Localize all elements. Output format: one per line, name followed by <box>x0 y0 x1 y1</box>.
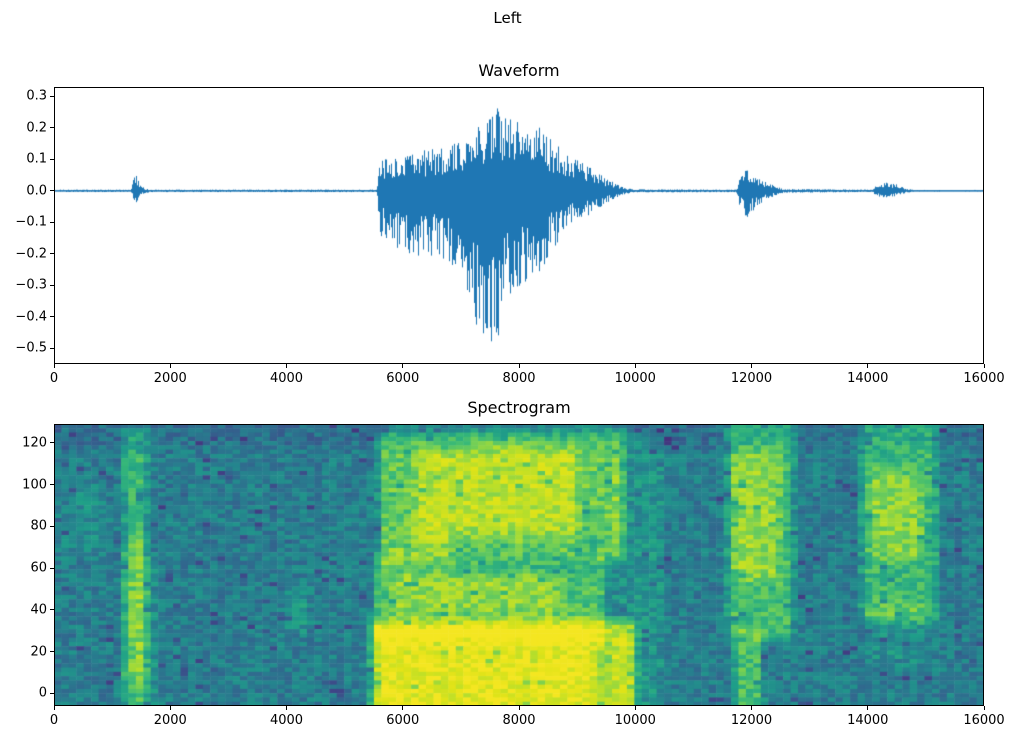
x-tick-label: 2000 <box>153 713 187 728</box>
y-tick-mark <box>50 609 54 611</box>
x-tick-mark <box>169 364 171 368</box>
y-tick-mark <box>50 525 54 527</box>
x-tick-mark <box>53 364 55 368</box>
y-tick-mark <box>50 316 54 318</box>
x-tick-label: 12000 <box>730 713 773 728</box>
x-tick-mark <box>634 364 636 368</box>
y-tick-label: −0.1 <box>15 214 47 230</box>
x-tick-mark <box>751 364 752 368</box>
y-tick-mark <box>50 692 54 694</box>
waveform-plot-area <box>54 87 984 364</box>
x-tick-label: 0 <box>49 371 59 386</box>
y-tick-label: 0.3 <box>26 88 47 104</box>
x-tick-mark <box>867 364 869 368</box>
figure-suptitle: Left <box>493 9 522 27</box>
x-tick-mark <box>983 706 985 710</box>
y-tick-label: 0 <box>38 685 47 701</box>
x-tick-label: 10000 <box>614 713 656 728</box>
waveform-axes: Waveform 0 2000 4000 6000 8000 10000 12000 1400… <box>15 61 1004 386</box>
y-tick-label: 20 <box>30 644 47 660</box>
y-tick-mark <box>50 442 54 444</box>
y-tick-label: −0.2 <box>15 246 47 262</box>
x-tick-mark <box>518 706 520 710</box>
y-tick-mark <box>50 221 54 223</box>
x-tick-label: 16000 <box>963 371 1005 386</box>
x-tick-mark <box>867 706 869 710</box>
x-tick-mark <box>983 364 985 368</box>
x-tick-mark <box>286 706 287 710</box>
x-tick-label: 14000 <box>847 371 889 386</box>
y-tick-mark <box>50 127 54 129</box>
x-tick-mark <box>286 364 287 368</box>
x-tick-label: 8000 <box>502 713 536 728</box>
y-tick-label: 120 <box>22 435 47 451</box>
x-tick-label: 4000 <box>269 371 304 386</box>
x-tick-mark <box>634 706 636 710</box>
y-tick-label: −0.3 <box>15 277 47 293</box>
spectrogram-axes: Spectrogram 0 2000 4000 6000 8000 10000 12000 1… <box>22 398 1005 728</box>
x-tick-label: 4000 <box>269 713 304 728</box>
x-tick-mark <box>53 706 55 710</box>
x-tick-label: 6000 <box>386 713 420 728</box>
x-tick-label: 12000 <box>730 371 773 386</box>
y-tick-mark <box>50 567 54 569</box>
y-tick-mark <box>50 484 54 486</box>
x-tick-label: 16000 <box>963 713 1005 728</box>
x-tick-mark <box>402 706 404 710</box>
y-tick-mark <box>50 651 54 653</box>
x-tick-mark <box>169 706 171 710</box>
y-tick-label: 0.1 <box>26 151 47 167</box>
y-tick-mark <box>50 347 54 349</box>
y-tick-mark <box>50 253 54 255</box>
x-tick-label: 0 <box>49 713 59 728</box>
x-tick-mark <box>518 364 520 368</box>
x-tick-label: 6000 <box>386 371 420 386</box>
x-tick-label: 8000 <box>502 371 536 386</box>
y-tick-label: 0.0 <box>26 183 47 199</box>
y-tick-mark <box>50 95 54 97</box>
x-tick-mark <box>751 706 752 710</box>
y-tick-label: 80 <box>30 518 47 534</box>
waveform-title: Waveform <box>478 61 560 80</box>
y-tick-label: −0.5 <box>15 340 47 356</box>
y-tick-label: −0.4 <box>15 309 47 325</box>
y-tick-mark <box>50 190 54 192</box>
spectrogram-title: Spectrogram <box>467 398 571 417</box>
y-tick-label: 60 <box>30 560 47 576</box>
y-tick-mark <box>50 284 54 286</box>
y-tick-label: 0.2 <box>26 120 47 136</box>
y-tick-label: 40 <box>30 602 47 618</box>
spectrogram-plot-area <box>54 424 984 706</box>
x-tick-label: 10000 <box>614 371 656 386</box>
x-tick-mark <box>402 364 404 368</box>
y-tick-label: 100 <box>22 477 47 493</box>
x-tick-label: 2000 <box>153 371 187 386</box>
x-tick-label: 14000 <box>847 713 889 728</box>
y-tick-mark <box>50 158 54 160</box>
